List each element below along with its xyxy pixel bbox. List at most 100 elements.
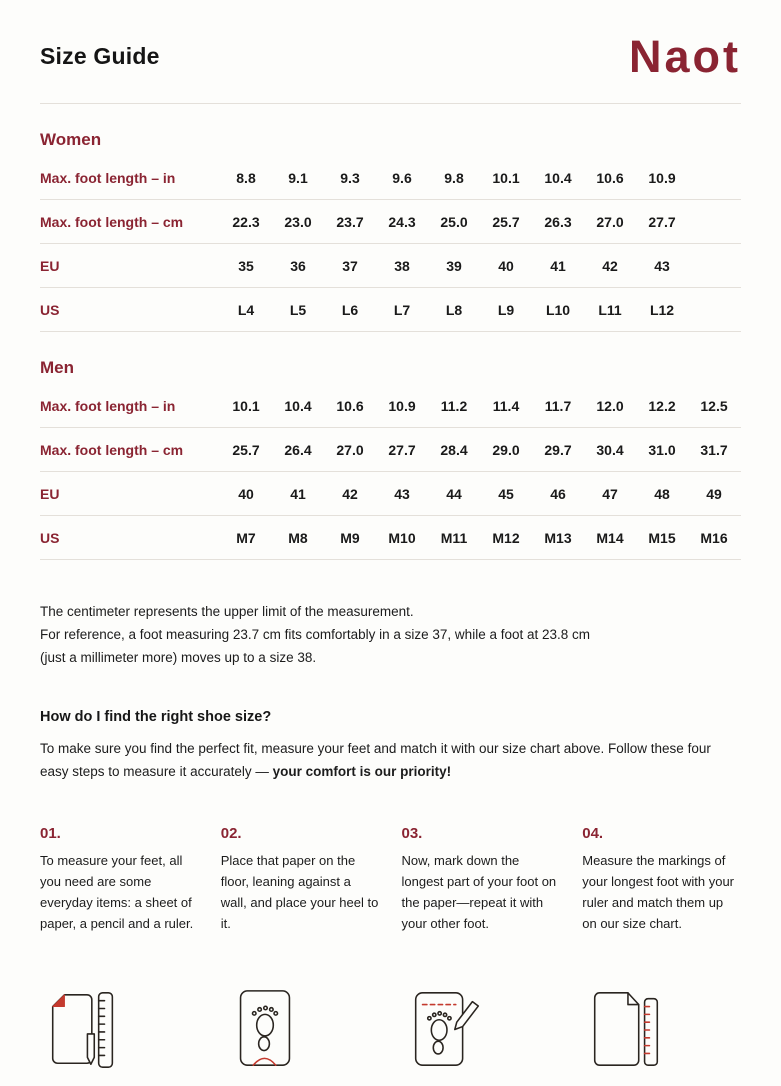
size-table-row: US L4 L5 L6 L7 L8 L9 L10 L11 L12	[40, 288, 741, 332]
size-value-cell: 25.7	[492, 213, 520, 230]
size-value-cell: 43	[394, 485, 410, 502]
size-value-cell: M8	[288, 529, 308, 546]
size-value-cell: 44	[446, 485, 462, 502]
naot-logo: Naot	[629, 31, 741, 82]
size-value-cell: 36	[290, 257, 306, 274]
size-value-cell: 45	[498, 485, 514, 502]
size-value-cell: 10.1	[232, 397, 260, 414]
size-value-cell: 30.4	[596, 441, 624, 458]
size-value-cell: 26.4	[284, 441, 312, 458]
size-value-cell: 25.0	[440, 213, 468, 230]
size-value-cell: 9.6	[392, 169, 412, 186]
step-3: 03. Now, mark down the longest part of y…	[402, 825, 561, 1075]
size-value-cell: 22.3	[232, 213, 260, 230]
size-table-row: Max. foot length – cm 22.3 23.0 23.7 24.3 25.…	[40, 200, 741, 244]
size-value-cell: M16	[700, 529, 728, 546]
size-value-cell: 12.2	[648, 397, 676, 414]
note-line: For reference, a foot measuring 23.7 cm …	[40, 627, 591, 642]
measurement-steps: 01. To measure your feet, all you need a…	[40, 825, 741, 1075]
size-value-cell: M12	[492, 529, 520, 546]
step-4: 04. Measure the markings of your longest…	[582, 825, 741, 1075]
size-value-cell: M10	[388, 529, 416, 546]
size-value-cell: 10.6	[336, 397, 364, 414]
paper-ruler-pencil-icon	[40, 971, 199, 1075]
size-value-cell: L7	[393, 301, 411, 318]
size-row-values: 8.8 9.1 9.3 9.6 9.8 10.1 10.4 10.6 10.9	[220, 170, 688, 186]
size-value-cell: L10	[545, 301, 571, 318]
size-table-row: Max. foot length – in 10.1 10.4 10.6 10.9 11.…	[40, 384, 741, 428]
size-value-cell: 23.7	[336, 213, 364, 230]
header-divider	[40, 103, 741, 104]
size-value-cell: 43	[654, 257, 670, 274]
note-line: (just a millimeter more) moves up to a s…	[40, 650, 317, 665]
size-value-cell: 31.0	[648, 441, 676, 458]
size-value-cell: 24.3	[388, 213, 416, 230]
size-value-cell: 29.7	[544, 441, 572, 458]
size-value-cell: 38	[394, 257, 410, 274]
size-value-cell: L8	[445, 301, 463, 318]
size-value-cell: 42	[602, 257, 618, 274]
size-value-cell: 9.1	[288, 169, 308, 186]
size-value-cell: 28.4	[440, 441, 468, 458]
step-number: 01.	[40, 825, 61, 842]
size-value-cell: 27.7	[648, 213, 676, 230]
size-row-values: L4 L5 L6 L7 L8 L9 L10 L11 L12	[220, 302, 688, 318]
size-value-cell: 10.4	[284, 397, 312, 414]
size-value-cell: 11.7	[544, 397, 572, 414]
size-value-cell: 12.5	[700, 397, 728, 414]
size-row-values: 22.3 23.0 23.7 24.3 25.0 25.7 26.3 27.0 27.7	[220, 214, 688, 230]
size-value-cell: L12	[649, 301, 675, 318]
size-value-cell: M7	[236, 529, 256, 546]
size-table-row: EU 35 36 37 38 39 40 41 42 43	[40, 244, 741, 288]
size-value-cell: 35	[238, 257, 254, 274]
size-value-cell: 48	[654, 485, 670, 502]
size-table-row: US M7 M8 M9 M10 M11 M12 M13 M14 M15 M16	[40, 516, 741, 560]
size-value-cell: 40	[498, 257, 514, 274]
step-text: Measure the markings of your longest foo…	[582, 853, 734, 931]
step-text: To measure your feet, all you need are s…	[40, 853, 194, 931]
step-number: 04.	[582, 825, 604, 842]
size-value-cell: M9	[340, 529, 360, 546]
men-section-title: Men	[40, 358, 74, 377]
size-row-label: US	[40, 529, 60, 546]
step-number: 02.	[220, 825, 242, 842]
size-table-row: Max. foot length – cm 25.7 26.4 27.0 27.7 28.…	[40, 428, 741, 472]
note-line: The centimeter represents the upper limi…	[40, 604, 414, 619]
size-value-cell: 29.0	[492, 441, 520, 458]
size-row-label: Max. foot length – in	[40, 397, 176, 414]
size-row-values: 40 41 42 43 44 45 46 47 48 49	[220, 486, 740, 502]
header: Size Guide Naot	[40, 34, 741, 79]
page-title: Size Guide	[40, 43, 160, 69]
size-value-cell: 47	[602, 485, 618, 502]
size-row-values: 10.1 10.4 10.6 10.9 11.2 11.4 11.7 12.0 12.2 12.5	[220, 398, 740, 414]
size-value-cell: 40	[238, 485, 254, 502]
size-value-cell: 31.7	[700, 441, 728, 458]
size-row-label: EU	[40, 257, 60, 274]
women-size-table: Max. foot length – in 8.8 9.1 9.3 9.6 9.8 10.1…	[40, 156, 741, 332]
size-value-cell: 10.9	[388, 397, 416, 414]
size-value-cell: 11.4	[492, 397, 520, 414]
size-value-cell: 10.1	[492, 169, 520, 186]
step-2: 02. Place that paper on the floor, leani…	[221, 825, 380, 1075]
size-value-cell: 23.0	[284, 213, 312, 230]
size-value-cell: M13	[544, 529, 572, 546]
size-value-cell: 27.0	[336, 441, 364, 458]
women-section: Women Max. foot length – in 8.8 9.1 9.3 9.6 9…	[40, 130, 741, 332]
size-value-cell: L9	[497, 301, 515, 318]
step-number: 03.	[401, 825, 423, 842]
size-table-row: Max. foot length – in 8.8 9.1 9.3 9.6 9.8 10.1…	[40, 156, 741, 200]
size-value-cell: M15	[648, 529, 676, 546]
howto-intro-emphasis: your comfort is our priority!	[272, 764, 452, 779]
size-table-row: EU 40 41 42 43 44 45 46 47 48 49	[40, 472, 741, 516]
size-value-cell: 26.3	[544, 213, 572, 230]
step-text: Place that paper on the floor, leaning a…	[220, 853, 379, 931]
size-row-label: Max. foot length – cm	[40, 213, 184, 230]
size-value-cell: 41	[550, 257, 566, 274]
howto-intro-text: To make sure you find the perfect fit, m…	[40, 741, 711, 779]
size-value-cell: 25.7	[232, 441, 260, 458]
size-value-cell: 27.0	[596, 213, 624, 230]
paper-mark-pencil-icon	[402, 971, 561, 1075]
paper-ruler-match-icon	[582, 971, 741, 1075]
size-value-cell: L5	[289, 301, 307, 318]
size-row-values: 35 36 37 38 39 40 41 42 43	[220, 258, 688, 274]
